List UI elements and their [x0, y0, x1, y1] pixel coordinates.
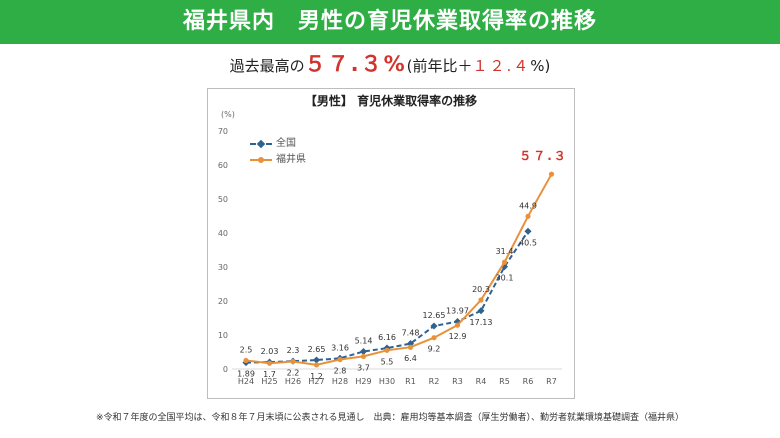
footnote: ※令和７年度の全国平均は、令和８年７月末頃に公表される見通し 出典：雇用均等基本…	[95, 413, 685, 423]
data-point-fukui	[525, 213, 531, 219]
data-label: 1.7	[263, 370, 276, 379]
headline: 過去最高の５７.３%(前年比＋１２.４%)	[0, 50, 780, 80]
data-point-fukui	[290, 358, 296, 365]
data-point-fukui	[407, 344, 414, 350]
x-tick-label: H30	[379, 377, 395, 386]
y-tick-label: 20	[218, 297, 228, 306]
legend-item-fukui: 福井県	[250, 152, 306, 168]
page-title-banner: 福井県内 男性の育児休業取得率の推移	[0, 0, 780, 44]
y-tick-label: 70	[218, 127, 228, 136]
x-tick-label: H29	[355, 377, 371, 386]
x-tick-label: R5	[499, 377, 510, 386]
x-tick-label: H25	[261, 377, 277, 386]
data-label: 2.3	[287, 346, 300, 355]
headline-paren-open: (前年比＋	[406, 57, 473, 75]
data-label: 3.16	[331, 343, 349, 352]
y-tick-label: 30	[218, 263, 228, 272]
data-label: 2.8	[334, 366, 347, 375]
data-label: 5.14	[355, 337, 373, 346]
data-label: 6.16	[378, 333, 396, 342]
x-tick-label: H26	[285, 377, 301, 386]
x-tick-label: R6	[523, 377, 534, 386]
y-tick-label: 50	[218, 195, 228, 204]
data-label: 40.5	[519, 238, 537, 247]
data-label: 2.03	[261, 347, 279, 356]
data-label: 7.48	[402, 329, 420, 338]
headline-prefix: 過去最高の	[229, 57, 305, 75]
series-line-national	[245, 230, 529, 364]
data-label: 12.9	[449, 332, 467, 341]
data-label: 20.3	[472, 285, 490, 294]
data-point-fukui	[266, 360, 273, 366]
data-point-fukui	[454, 322, 461, 328]
data-label: 3.7	[357, 363, 370, 372]
data-point-fukui	[501, 259, 508, 265]
y-tick-label: 10	[218, 331, 228, 340]
data-point-fukui	[360, 353, 367, 360]
data-label: 6.4	[404, 354, 417, 363]
legend-swatch-fukui	[250, 157, 272, 163]
data-point-fukui	[313, 362, 320, 368]
legend-item-national: 全国	[250, 136, 306, 152]
x-tick-label: H24	[238, 377, 254, 386]
data-point-national	[312, 356, 321, 364]
data-point-national	[524, 227, 532, 235]
data-point-national	[430, 322, 438, 330]
chart-legend: 全国 福井県	[250, 136, 306, 168]
data-label: 1.2	[310, 372, 323, 381]
legend-swatch-national	[250, 139, 272, 149]
y-axis-unit: (%)	[221, 110, 235, 119]
data-label: 12.65	[423, 311, 446, 320]
headline-paren-close: %)	[530, 57, 551, 75]
x-tick-label: H27	[308, 377, 324, 386]
x-tick-label: R2	[429, 377, 440, 386]
x-tick-label: R1	[405, 377, 416, 386]
data-label-highlight: ５７.３	[519, 149, 568, 163]
data-label: 30.1	[496, 274, 514, 283]
data-point-fukui	[384, 347, 390, 353]
data-label: 9.2	[428, 345, 441, 354]
x-tick-label: R3	[452, 377, 463, 386]
data-point-fukui	[337, 356, 343, 363]
data-label: 1.89	[237, 370, 255, 379]
data-label: 44.9	[519, 201, 537, 210]
data-label: 5.5	[381, 357, 394, 366]
series-line-fukui	[245, 173, 553, 366]
headline-rate: ５７.３%	[304, 52, 407, 76]
y-tick-label: 40	[218, 229, 228, 238]
data-point-fukui	[548, 171, 555, 177]
data-label: 2.5	[240, 346, 253, 355]
x-tick-label: R7	[546, 377, 557, 386]
data-point-fukui	[243, 357, 249, 364]
y-tick-label: 60	[218, 161, 228, 170]
data-label: 31.4	[496, 247, 514, 256]
legend-label-fukui: 福井県	[276, 154, 306, 165]
data-point-national	[477, 307, 485, 315]
x-tick-label: H28	[332, 377, 348, 386]
data-label: 2.2	[287, 369, 300, 378]
data-label: 2.65	[308, 345, 326, 354]
chart-title: 【男性】 育児休業取得率の推移	[304, 94, 478, 108]
headline-diff: １２.４	[472, 57, 531, 75]
data-point-fukui	[478, 297, 484, 303]
legend-label-national: 全国	[276, 138, 296, 149]
data-label: 13.97	[446, 307, 469, 316]
data-point-fukui	[431, 335, 437, 341]
data-label: 17.13	[470, 318, 493, 327]
y-tick-label: 0	[223, 365, 228, 374]
x-tick-label: R4	[476, 377, 487, 386]
data-point-national	[359, 347, 368, 356]
